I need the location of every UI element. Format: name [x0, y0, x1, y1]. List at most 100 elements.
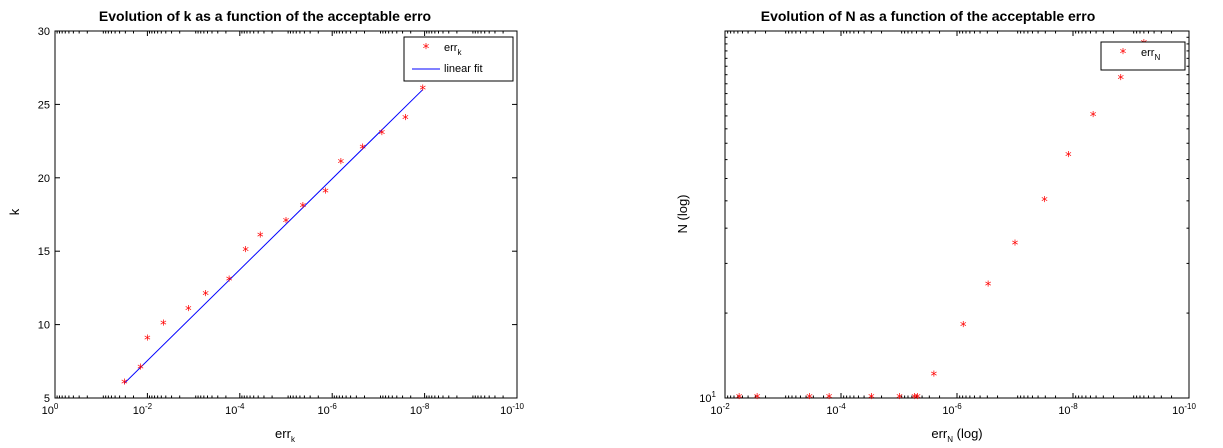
legend-label-sub: k: [457, 48, 462, 57]
x-tick-base: 10: [225, 405, 237, 417]
data-point: *: [283, 216, 290, 231]
y-ticks: 101: [699, 36, 1189, 405]
x-tick-exp: -10: [512, 402, 524, 411]
data-point: *: [1065, 150, 1072, 165]
x-tick-exp: -2: [723, 402, 731, 411]
legend-marker: *: [423, 42, 430, 57]
x-tick-base: 10: [942, 405, 954, 417]
legend-box: [403, 36, 514, 82]
x-tick-exp: -4: [237, 402, 245, 411]
y-ticks: 5 10 15 20 25 30: [38, 26, 517, 405]
x-tick-base: 10: [710, 405, 722, 417]
x-ticks: 100 10-2 10-4 10-6 10-8 10-10: [42, 31, 524, 417]
x-axis-label-main: err: [931, 426, 948, 441]
data-point: *: [826, 392, 833, 407]
x-axis-label: errN (log): [931, 426, 982, 444]
legend-label-main: err: [1141, 47, 1155, 59]
data-point: *: [419, 84, 426, 99]
data-point: *: [144, 333, 151, 348]
x-tick-label: 100: [42, 402, 59, 417]
data-point: *: [379, 128, 386, 143]
chart-k-vs-err: Evolution of k as a function of the acce…: [7, 8, 524, 444]
x-tick-base: 10: [826, 405, 838, 417]
data-point: *: [896, 392, 903, 407]
x-axis-label-main: err: [275, 426, 292, 441]
data-point: *: [359, 142, 366, 157]
data-point: *: [300, 201, 307, 216]
x-tick-label: 10-6: [318, 402, 338, 417]
data-point: *: [1041, 195, 1048, 210]
x-tick-exp: -2: [145, 402, 153, 411]
chart-title: Evolution of N as a function of the acce…: [761, 8, 1096, 24]
data-point: *: [985, 280, 992, 295]
x-tick-base: 10: [42, 405, 54, 417]
y-axis-label: k: [7, 208, 22, 215]
x-tick-exp: -6: [955, 402, 963, 411]
y-tick-label: 15: [38, 246, 50, 258]
data-point: *: [960, 320, 967, 335]
x-ticks: 10-2 10-4 10-6 10-8 10-10: [710, 31, 1196, 417]
legend-label: errk: [444, 42, 462, 57]
data-point: *: [185, 304, 192, 319]
x-tick-label: 10-2: [710, 402, 730, 417]
x-tick-label: 10-10: [500, 402, 524, 417]
data-point: *: [736, 392, 743, 407]
data-point: *: [121, 377, 128, 392]
data-point: *: [242, 245, 249, 260]
x-tick-base: 10: [500, 405, 512, 417]
x-tick-exp: -8: [422, 402, 430, 411]
legend-box: [1100, 41, 1186, 71]
data-point: *: [754, 392, 761, 407]
legend: * errk linear fit: [403, 36, 514, 82]
data-point: *: [1012, 239, 1019, 254]
legend-label-main: linear fit: [444, 63, 483, 75]
data-point: *: [322, 186, 329, 201]
x-axis-label-sub: N: [947, 435, 953, 444]
plot-area: [724, 30, 1190, 399]
legend-label: linear fit: [444, 63, 483, 75]
data-point: *: [931, 370, 938, 385]
y-axis-label: N (log): [675, 194, 690, 233]
chart-title: Evolution of k as a function of the acce…: [99, 8, 431, 24]
y-tick-label: 25: [38, 99, 50, 111]
x-tick-label: 10-4: [826, 402, 846, 417]
x-axis-label: errk: [275, 426, 296, 444]
x-tick-label: 10-10: [1172, 402, 1196, 417]
x-tick-exp: -6: [330, 402, 338, 411]
y-tick-label: 10: [38, 320, 50, 332]
data-point: *: [160, 319, 167, 334]
data-point: *: [202, 289, 209, 304]
legend: * errN: [1100, 41, 1186, 71]
x-axis-label-suffix: (log): [953, 426, 983, 441]
chart-n-vs-err: Evolution of N as a function of the acce…: [675, 8, 1196, 444]
data-point: *: [911, 392, 918, 407]
x-tick-base: 10: [1058, 405, 1070, 417]
y-tick-label: 20: [38, 173, 50, 185]
x-tick-exp: 0: [54, 402, 59, 411]
data-point: *: [1118, 73, 1125, 88]
data-point: *: [257, 231, 264, 246]
data-point: *: [914, 392, 921, 407]
x-tick-label: 10-8: [410, 402, 430, 417]
y-tick-label: 5: [44, 393, 50, 405]
y-tick-label: 30: [38, 26, 50, 38]
x-tick-label: 10-2: [133, 402, 153, 417]
x-tick-base: 10: [318, 405, 330, 417]
legend-label-main: err: [444, 42, 458, 54]
x-tick-base: 10: [410, 405, 422, 417]
data-point: *: [338, 157, 345, 172]
x-tick-label: 10-8: [1058, 402, 1078, 417]
legend-label-sub: N: [1154, 53, 1160, 62]
x-tick-label: 10-6: [942, 402, 962, 417]
data-point: *: [226, 275, 233, 290]
legend-label: errN: [1141, 47, 1160, 62]
y-tick-label: 101: [699, 390, 716, 405]
data-point: *: [402, 113, 409, 128]
data-point: *: [806, 392, 813, 407]
x-tick-exp: -10: [1184, 402, 1196, 411]
data-point: *: [137, 363, 144, 378]
x-tick-base: 10: [133, 405, 145, 417]
data-point: *: [868, 392, 875, 407]
x-tick-label: 10-4: [225, 402, 245, 417]
